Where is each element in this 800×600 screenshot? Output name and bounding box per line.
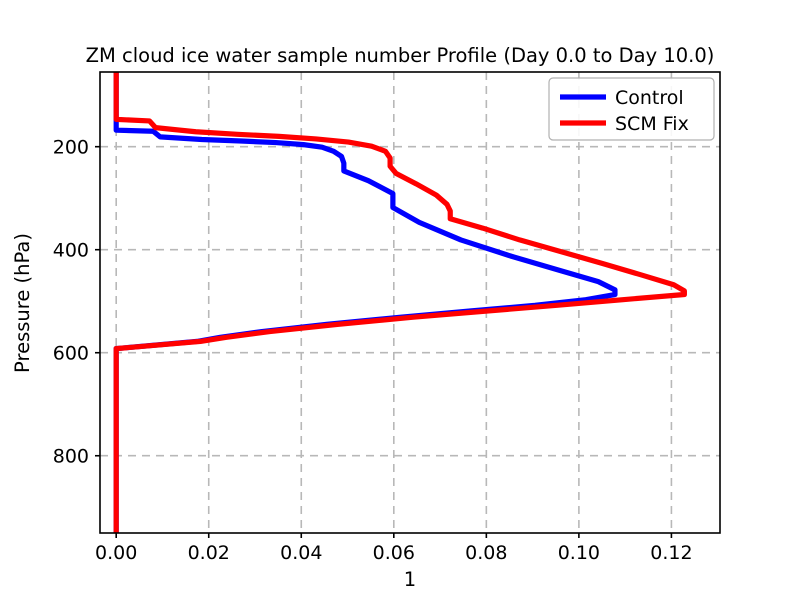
chart-legend[interactable]: Control SCM Fix	[548, 77, 715, 141]
legend-label-scm-fix[interactable]: SCM Fix	[615, 113, 689, 135]
y-tick-label-3: 800	[53, 446, 89, 468]
series-line-scm-fix	[113, 72, 687, 533]
x-tick-label-0: 0.00	[95, 542, 137, 564]
x-tick-label-1: 0.02	[188, 542, 230, 564]
data-series-group	[113, 72, 687, 533]
x-tickmarks	[115, 533, 673, 538]
y-tick-label-0: 200	[53, 137, 89, 159]
axes-frame	[99, 71, 721, 534]
x-tick-labels: 0.00 0.02 0.04 0.06 0.08 0.10 0.12	[95, 542, 693, 564]
x-tick-label-2: 0.04	[280, 542, 322, 564]
y-tick-labels: 200 400 600 800	[53, 137, 89, 468]
x-axis-label: 1	[404, 568, 416, 591]
y-tickmarks	[95, 145, 100, 457]
y-tick-label-1: 400	[53, 240, 89, 262]
x-tick-label-6: 0.12	[650, 542, 692, 564]
y-gridlines	[100, 145, 720, 457]
y-axis-label: Pressure (hPa)	[11, 233, 34, 373]
x-tick-label-3: 0.06	[373, 542, 415, 564]
legend-label-control[interactable]: Control	[615, 87, 684, 109]
chart-title: ZM cloud ice water sample number Profile…	[86, 44, 715, 67]
x-tick-label-4: 0.08	[465, 542, 507, 564]
x-tick-label-5: 0.10	[558, 542, 600, 564]
y-tick-label-2: 600	[53, 343, 89, 365]
